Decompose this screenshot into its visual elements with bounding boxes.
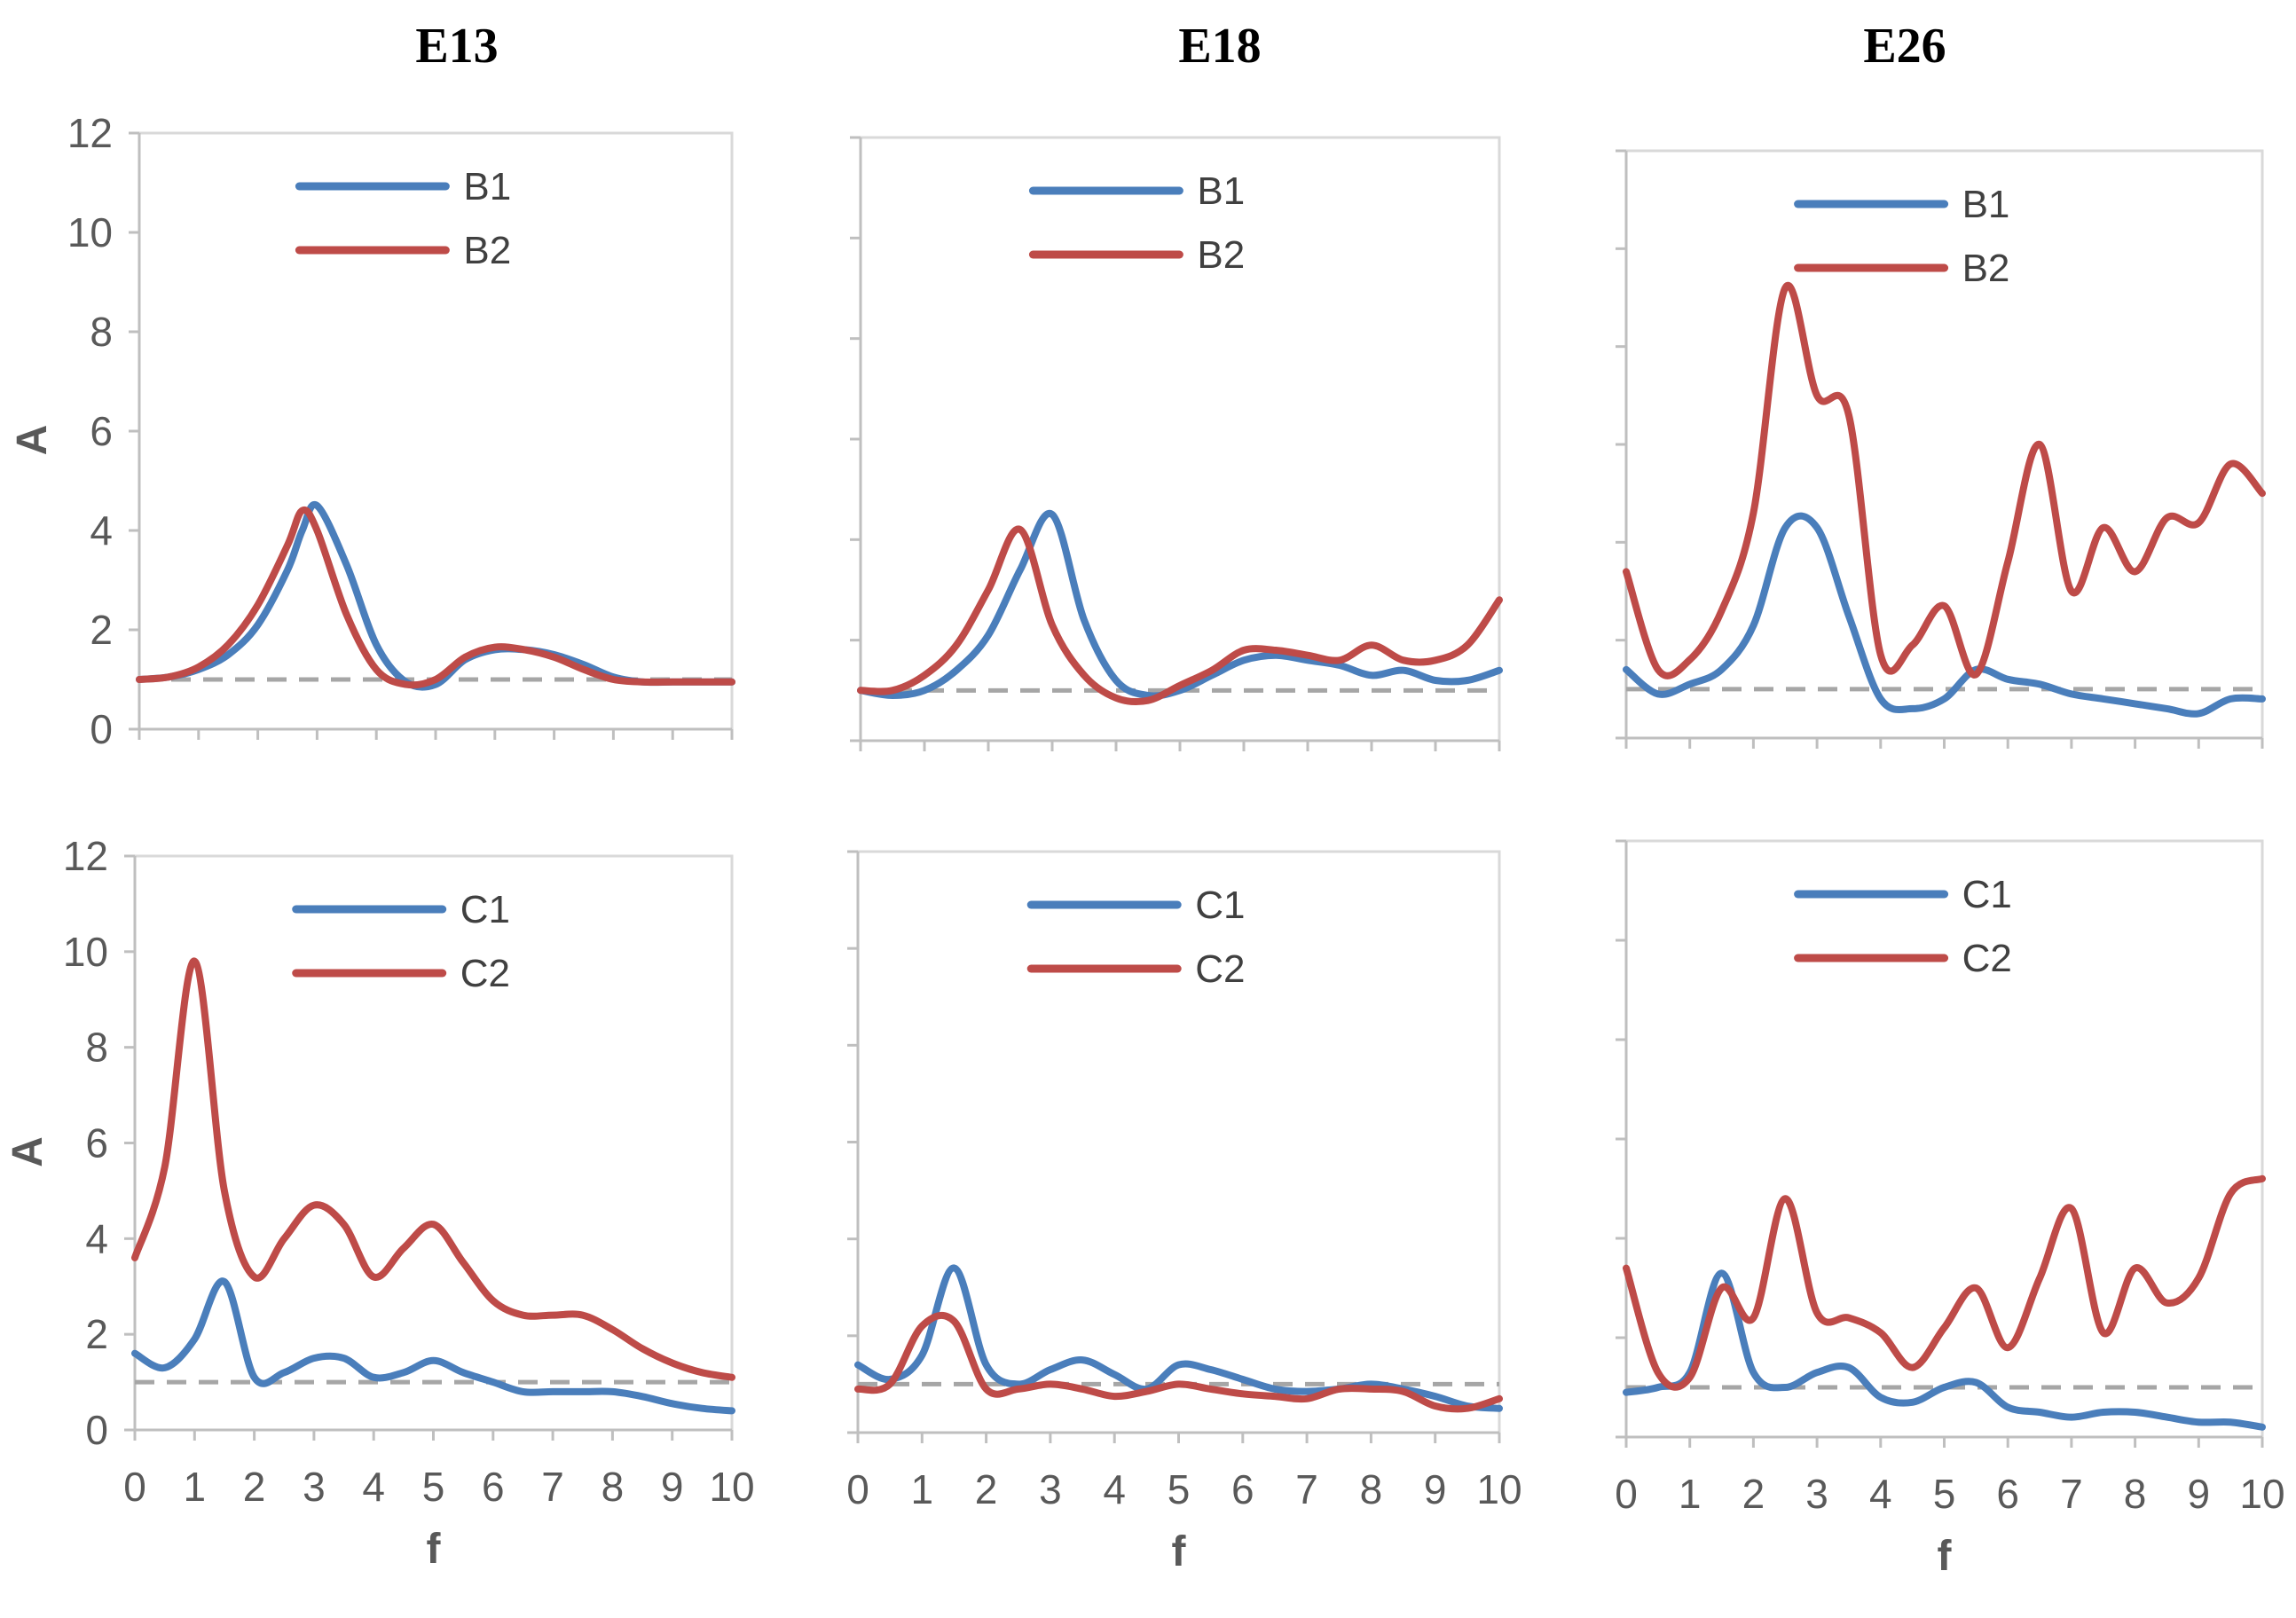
x-tick-label: 10 — [709, 1464, 754, 1510]
series-line-c2 — [1623, 1174, 2266, 1391]
x-tick-label: 9 — [661, 1464, 684, 1510]
x-tick-label: 7 — [541, 1464, 564, 1510]
x-tick-label: 9 — [1424, 1466, 1447, 1512]
x-tick-label: 5 — [422, 1464, 445, 1510]
y-tick-label: 0 — [90, 706, 113, 752]
chart-panel-E26-C: 0 1 2 3 4 5 6 7 8 9 10 f C1 C2 — [1615, 839, 2285, 1580]
x-tick-label: 8 — [2124, 1471, 2147, 1517]
legend-label-c1: C1 — [1962, 873, 2012, 916]
x-tick-label: 1 — [184, 1464, 207, 1510]
y-axis-label: A — [4, 1136, 51, 1167]
x-tick-label: 3 — [303, 1464, 326, 1510]
y-tick-label: 6 — [90, 408, 113, 454]
series-line-c1 — [1623, 1269, 2266, 1431]
y-tick-label: 8 — [85, 1025, 108, 1071]
y-tick-label: 12 — [67, 110, 113, 156]
column-title-e26: E26 — [1863, 19, 1946, 74]
x-tick-label: 10 — [2239, 1471, 2284, 1517]
y-tick-label: 6 — [85, 1120, 108, 1166]
x-tick-label: 0 — [1615, 1471, 1638, 1517]
y-tick-label: 2 — [90, 607, 113, 653]
plot-frame — [1624, 839, 2264, 1439]
x-tick-label: 9 — [2188, 1471, 2211, 1517]
x-tick-label: 6 — [1996, 1471, 2019, 1517]
series-line-c2 — [131, 957, 735, 1381]
x-tick-label: 7 — [1295, 1466, 1318, 1512]
x-tick-label: 5 — [1168, 1466, 1191, 1512]
x-tick-label: 6 — [482, 1464, 505, 1510]
x-tick-label: 4 — [1869, 1471, 1892, 1517]
plot-frame — [1624, 149, 2264, 740]
series-line-c1 — [131, 1277, 735, 1415]
series-line-b2 — [136, 506, 735, 689]
column-title-e13: E13 — [415, 19, 498, 74]
y-tick-label: 10 — [63, 929, 108, 975]
y-axis-label: A — [9, 425, 56, 456]
legend-label-c1: C1 — [460, 888, 510, 931]
legend-label-c1: C1 — [1195, 884, 1245, 927]
legend-label-c2: C2 — [460, 952, 510, 995]
series-line-b1 — [136, 500, 735, 691]
x-tick-label: 1 — [1679, 1471, 1702, 1517]
y-tick-label: 2 — [85, 1311, 108, 1357]
series-line-b1 — [857, 509, 1503, 700]
legend-label-b2: B2 — [1962, 247, 2010, 290]
plot-frame — [133, 854, 734, 1432]
y-tick-label: 10 — [67, 209, 113, 255]
x-tick-label: 3 — [1805, 1471, 1828, 1517]
x-tick-label: 4 — [362, 1464, 385, 1510]
x-axis-label: f — [1172, 1528, 1187, 1575]
legend-label-b2: B2 — [1197, 233, 1245, 277]
x-tick-label: 2 — [243, 1464, 266, 1510]
legend-label-c2: C2 — [1962, 937, 2012, 980]
x-tick-label: 0 — [846, 1466, 869, 1512]
x-tick-label: 8 — [1360, 1466, 1383, 1512]
x-tick-label: 0 — [123, 1464, 146, 1510]
x-tick-label: 2 — [975, 1466, 998, 1512]
chart-panel-E18-C: 0 1 2 3 4 5 6 7 8 9 10 f C1 C2 — [846, 850, 1522, 1575]
y-tick-label: 4 — [85, 1215, 108, 1261]
x-axis-label: f — [427, 1526, 442, 1573]
legend-label-c2: C2 — [1195, 947, 1245, 991]
series-line-c2 — [854, 1311, 1503, 1413]
chart-panel-E13-B: 0 2 4 6 8 10 12 A B1 B2 — [9, 110, 735, 752]
x-tick-label: 6 — [1231, 1466, 1254, 1512]
y-tick-label: 12 — [63, 833, 108, 879]
x-tick-label: 2 — [1742, 1471, 1765, 1517]
y-tick-label: 8 — [90, 309, 113, 355]
legend-label-b1: B1 — [463, 165, 511, 208]
x-tick-label: 3 — [1039, 1466, 1062, 1512]
x-tick-label: 1 — [911, 1466, 934, 1512]
x-axis-label: f — [1938, 1533, 1953, 1580]
plot-frame — [856, 850, 1501, 1434]
y-tick-label: 0 — [85, 1407, 108, 1453]
series-line-b2 — [857, 525, 1503, 706]
series-line-b1 — [1623, 512, 2266, 718]
x-tick-label: 5 — [1933, 1471, 1956, 1517]
series-line-b2 — [1623, 281, 2266, 679]
x-tick-label: 4 — [1103, 1466, 1126, 1512]
column-title-e18: E18 — [1178, 19, 1261, 74]
legend-label-b2: B2 — [463, 229, 511, 272]
x-tick-label: 8 — [602, 1464, 625, 1510]
y-tick-label: 4 — [90, 507, 113, 554]
x-tick-label: 7 — [2060, 1471, 2083, 1517]
legend-label-b1: B1 — [1197, 169, 1245, 213]
legend-label-b1: B1 — [1962, 183, 2010, 226]
x-tick-label: 10 — [1476, 1466, 1521, 1512]
